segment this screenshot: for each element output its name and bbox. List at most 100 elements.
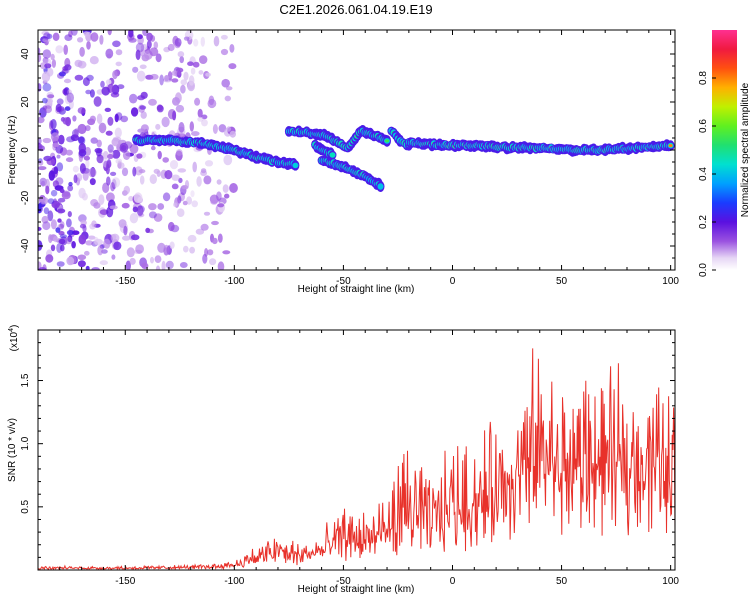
noise-blob [149, 174, 157, 185]
noise-blob [47, 198, 55, 205]
noise-blob [89, 56, 99, 65]
snr-y-exponent: (x104) [8, 325, 20, 352]
x-tick-label: -100 [224, 576, 244, 587]
noise-blob [216, 191, 222, 201]
noise-blob [211, 237, 218, 245]
noise-blob [91, 220, 97, 228]
noise-blob [52, 142, 60, 148]
noise-blob [106, 192, 115, 202]
noise-blob [140, 48, 145, 57]
noise-blob [104, 107, 112, 112]
noise-blob [66, 230, 74, 236]
noise-blob [48, 170, 55, 181]
noise-blob [111, 149, 121, 159]
noise-blob [39, 196, 49, 205]
noise-blob [96, 154, 104, 164]
noise-blob [45, 254, 54, 263]
noise-blob [38, 83, 42, 92]
noise-blob [38, 160, 44, 166]
noise-blob [107, 153, 114, 160]
noise-blob [112, 136, 122, 142]
noise-blob [195, 228, 205, 235]
noise-blob [47, 210, 54, 222]
colorbar-label: Normalized spectral amplitude [740, 82, 750, 217]
snr-x-ticks: -150 -100 -50 0 50 100 [37, 330, 679, 587]
noise-blob [55, 227, 61, 233]
noise-blob [148, 98, 157, 106]
noise-blob [115, 158, 123, 164]
noise-blob [79, 223, 87, 229]
noise-blob [193, 38, 199, 47]
y-tick-label: -40 [20, 238, 31, 253]
noise-blob [155, 265, 161, 270]
noise-blob [67, 211, 72, 218]
noise-blob [150, 256, 154, 264]
noise-blob [171, 174, 180, 181]
noise-blob [137, 34, 143, 40]
noise-blob [125, 260, 131, 270]
noise-blob [41, 197, 47, 204]
x-tick-label: -150 [115, 276, 135, 287]
noise-blob [118, 219, 127, 228]
noise-blob [175, 104, 185, 113]
noise-blob [162, 157, 169, 163]
noise-blob [173, 202, 178, 207]
noise-blob [171, 78, 179, 83]
noise-blob [81, 192, 88, 201]
colorbar-tick-label: 0.0 [698, 263, 709, 277]
noise-blob [100, 80, 105, 88]
y-tick-label: 20 [20, 96, 31, 108]
noise-blob [64, 64, 72, 71]
noise-blob [191, 200, 198, 208]
colorbar-gradient [712, 30, 737, 270]
noise-blob [207, 98, 217, 109]
noise-blob [207, 249, 214, 256]
noise-blob [107, 144, 114, 153]
noise-blob [203, 211, 211, 216]
noise-blob [63, 44, 68, 55]
noise-blob [186, 196, 193, 205]
noise-blob [216, 179, 222, 185]
noise-blob [134, 166, 143, 176]
noise-blob [198, 70, 204, 75]
noise-blob [83, 155, 90, 161]
noise-blob [58, 134, 65, 145]
colorbar-tick-label: 0.2 [698, 215, 709, 229]
noise-blob [109, 205, 118, 210]
snr-panel: -150 -100 -50 0 50 100 0.5 1.0 1.5 Height of st… [7, 325, 679, 595]
noise-blob [57, 218, 62, 223]
noise-blob [66, 218, 72, 228]
noise-blob [122, 150, 131, 160]
noise-blob [200, 36, 205, 47]
noise-blob [91, 267, 100, 270]
noise-blob [90, 32, 99, 42]
noise-blob [114, 113, 119, 123]
noise-blob [42, 221, 51, 231]
noise-blob [180, 84, 186, 94]
noise-blob [172, 110, 177, 121]
noise-blob [106, 206, 114, 218]
noise-blob [110, 233, 120, 243]
y-tick-label: 1.0 [20, 436, 31, 450]
noise-blob [71, 30, 78, 36]
noise-blob [135, 244, 145, 254]
noise-blob [146, 40, 152, 49]
noise-blob [225, 86, 233, 91]
spectrogram-y-label: Frequency (Hz) [7, 116, 18, 185]
noise-blob [217, 203, 225, 208]
noise-blob [87, 235, 96, 240]
noise-blob [123, 141, 133, 149]
noise-blob [154, 255, 162, 263]
noise-blob [86, 40, 91, 50]
noise-blob [178, 122, 185, 133]
noise-blob [96, 113, 103, 125]
noise-blob [77, 260, 86, 268]
noise-blob [53, 236, 59, 243]
noise-blob [55, 45, 64, 54]
noise-blob [64, 34, 73, 41]
noise-blob [64, 106, 71, 111]
noise-blob [189, 121, 194, 132]
noise-blob [136, 153, 143, 159]
noise-blob [107, 30, 112, 36]
